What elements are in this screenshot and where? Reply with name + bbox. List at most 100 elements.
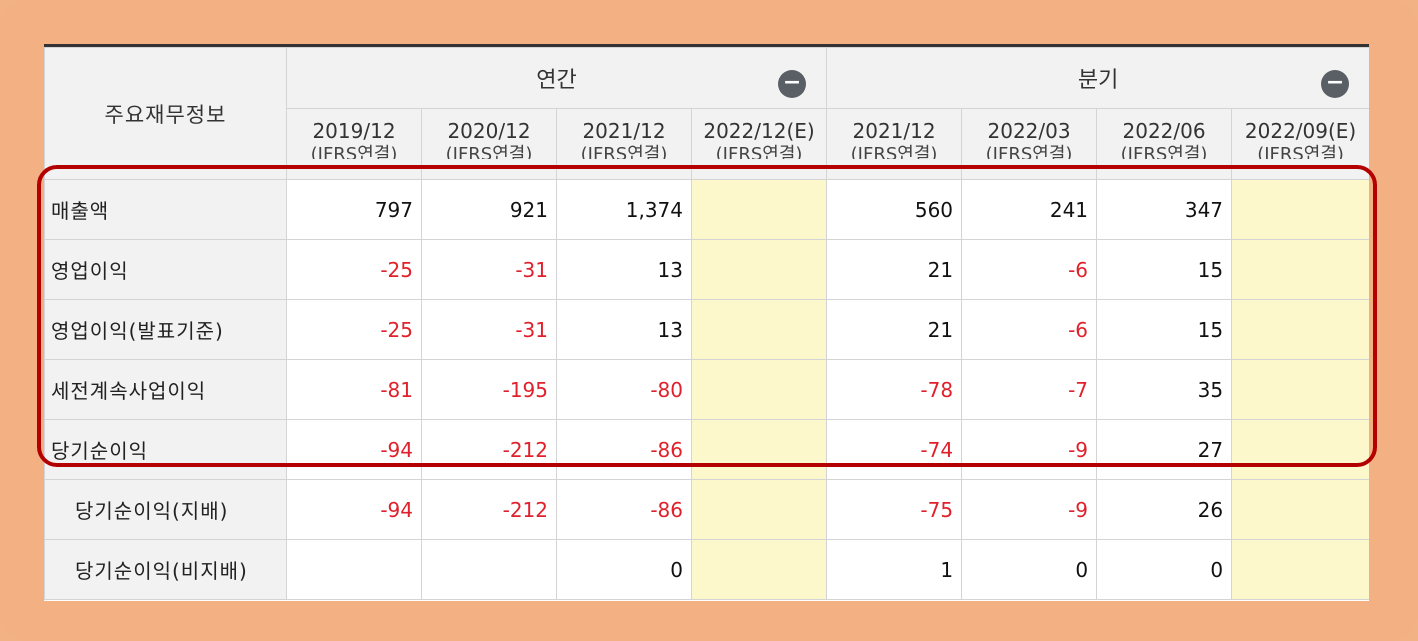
table-cell bbox=[1231, 479, 1369, 540]
table-cell: 560 bbox=[826, 179, 963, 240]
table-cell: -94 bbox=[286, 479, 422, 540]
period-header: 2019/12 (IFRS연결) bbox=[286, 108, 422, 180]
period-header: 2021/12 (IFRS연결) bbox=[556, 108, 692, 180]
table-cell: 0 bbox=[556, 539, 692, 600]
table-row: 매출액 797 921 1,374 560 241 347 bbox=[44, 179, 1369, 240]
table-cell: -25 bbox=[286, 239, 422, 300]
period-date: 2022/03 bbox=[987, 119, 1071, 143]
table-cell: 797 bbox=[286, 179, 422, 240]
table-cell: -86 bbox=[556, 419, 692, 480]
table-cell bbox=[690, 359, 828, 420]
table-row: 당기순이익(비지배) 0 1 0 0 bbox=[44, 539, 1369, 600]
main-header: 주요재무정보 bbox=[44, 47, 287, 180]
table-cell: 21 bbox=[826, 239, 963, 300]
table-cell: -31 bbox=[421, 239, 557, 300]
period-basis: (IFRS연결) bbox=[985, 144, 1073, 159]
table-cell: 13 bbox=[556, 239, 692, 300]
table-row: 세전계속사업이익 -81 -195 -80 -78 -7 35 bbox=[44, 359, 1369, 420]
table-row: 당기순이익 -94 -212 -86 -74 -9 27 bbox=[44, 419, 1369, 480]
table-cell: 26 bbox=[1096, 479, 1233, 540]
table-cell: -94 bbox=[286, 419, 422, 480]
period-basis: (IFRS연결) bbox=[580, 144, 668, 159]
period-basis: (IFRS연결) bbox=[715, 144, 803, 159]
table-cell: 21 bbox=[826, 299, 963, 360]
table-cell: -212 bbox=[421, 419, 557, 480]
table-cell: -80 bbox=[556, 359, 692, 420]
collapse-annual-icon[interactable]: − bbox=[778, 70, 807, 98]
table-cell: 0 bbox=[1096, 539, 1233, 600]
collapse-quarter-icon[interactable]: − bbox=[1321, 70, 1350, 98]
table-cell: -81 bbox=[286, 359, 422, 420]
table-cell bbox=[690, 179, 828, 240]
row-label: 영업이익(발표기준) bbox=[44, 299, 287, 360]
table-row: 영업이익(발표기준) -25 -31 13 21 -6 15 bbox=[44, 299, 1369, 360]
table-cell: 35 bbox=[1096, 359, 1233, 420]
row-label: 당기순이익 bbox=[44, 419, 287, 480]
period-date: 2022/12(E) bbox=[703, 119, 815, 143]
quarter-group-header: 분기 − bbox=[826, 47, 1369, 109]
table-cell: 347 bbox=[1096, 179, 1233, 240]
table-cell bbox=[1231, 419, 1369, 480]
annual-group-header: 연간 − bbox=[285, 47, 828, 109]
table-cell: -31 bbox=[421, 299, 557, 360]
table-cell: -6 bbox=[961, 299, 1098, 360]
table-cell: 921 bbox=[421, 179, 557, 240]
table-cell: 1 bbox=[826, 539, 963, 600]
period-date: 2022/06 bbox=[1122, 119, 1206, 143]
table-row: 당기순이익(지배) -94 -212 -86 -75 -9 26 bbox=[44, 479, 1369, 540]
table-cell bbox=[690, 419, 828, 480]
period-date: 2019/12 bbox=[312, 119, 396, 143]
table-row: 영업이익 -25 -31 13 21 -6 15 bbox=[44, 239, 1369, 300]
table-cell: -6 bbox=[961, 239, 1098, 300]
period-basis: (IFRS연결) bbox=[1120, 144, 1208, 159]
table-cell: -9 bbox=[961, 479, 1098, 540]
financial-summary-panel: 주요재무정보 연간 − 분기 − 2019/12 (IFRS연결) 2020/12(… bbox=[44, 44, 1369, 601]
period-basis: (IFRS연결) bbox=[1257, 144, 1344, 159]
table-cell: 0 bbox=[961, 539, 1098, 600]
table-cell bbox=[1231, 539, 1369, 600]
table-cell: -9 bbox=[961, 419, 1098, 480]
period-basis: (IFRS연결) bbox=[445, 144, 533, 159]
table-cell bbox=[1231, 299, 1369, 360]
period-date: 2020/12 bbox=[447, 119, 531, 143]
table-cell bbox=[1231, 179, 1369, 240]
row-label: 당기순이익(비지배) bbox=[44, 539, 287, 600]
row-label: 영업이익 bbox=[44, 239, 287, 300]
table-cell bbox=[690, 239, 828, 300]
table-cell: 15 bbox=[1096, 239, 1233, 300]
financial-table: 주요재무정보 연간 − 분기 − 2019/12 (IFRS연결) 2020/12(… bbox=[44, 47, 1369, 600]
table-cell: -25 bbox=[286, 299, 422, 360]
row-label: 당기순이익(지배) bbox=[44, 479, 287, 540]
table-cell: 1,374 bbox=[556, 179, 692, 240]
table-cell: 13 bbox=[556, 299, 692, 360]
table-cell bbox=[286, 539, 422, 600]
table-cell bbox=[690, 479, 828, 540]
table-cell: 15 bbox=[1096, 299, 1233, 360]
table-cell: 27 bbox=[1096, 419, 1233, 480]
row-label: 매출액 bbox=[44, 179, 287, 240]
period-header: 2021/12 (IFRS연결) bbox=[826, 108, 963, 180]
table-cell: -78 bbox=[826, 359, 963, 420]
table-cell: -86 bbox=[556, 479, 692, 540]
period-date: 2021/12 bbox=[852, 119, 936, 143]
table-cell bbox=[690, 299, 828, 360]
quarter-group-label: 분기 bbox=[1077, 68, 1119, 93]
period-date: 2022/09(E) bbox=[1244, 119, 1357, 143]
period-date: 2021/12 bbox=[582, 119, 666, 143]
period-header: 2022/09(E) (IFRS연결) bbox=[1231, 108, 1369, 180]
table-cell: -212 bbox=[421, 479, 557, 540]
period-header: 2022/03 (IFRS연결) bbox=[961, 108, 1098, 180]
period-header: 2022/06 (IFRS연결) bbox=[1096, 108, 1233, 180]
table-cell: 241 bbox=[961, 179, 1098, 240]
table-cell: -75 bbox=[826, 479, 963, 540]
table-cell: -7 bbox=[961, 359, 1098, 420]
row-label: 세전계속사업이익 bbox=[44, 359, 287, 420]
table-cell bbox=[690, 539, 828, 600]
table-cell bbox=[421, 539, 557, 600]
table-cell bbox=[1231, 359, 1369, 420]
annual-group-label: 연간 bbox=[536, 68, 577, 93]
table-cell: -74 bbox=[826, 419, 963, 480]
period-header: 2022/12(E) (IFRS연결) bbox=[690, 108, 828, 180]
period-basis: (IFRS연결) bbox=[310, 144, 398, 159]
table-cell: -195 bbox=[421, 359, 557, 420]
